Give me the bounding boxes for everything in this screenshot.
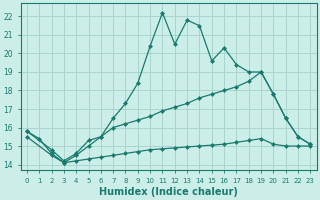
X-axis label: Humidex (Indice chaleur): Humidex (Indice chaleur) bbox=[99, 187, 238, 197]
